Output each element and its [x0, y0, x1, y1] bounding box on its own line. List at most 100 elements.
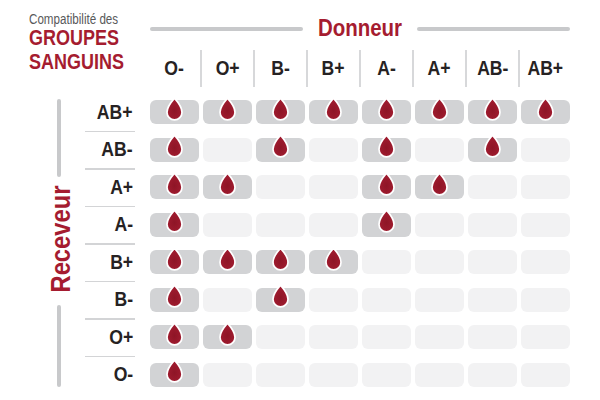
cell-incompatible	[203, 138, 252, 162]
blood-drop-icon	[271, 97, 290, 121]
cell-compatible	[150, 138, 199, 162]
header-separator	[518, 50, 520, 87]
header-separator	[412, 50, 414, 87]
cell-compatible	[468, 100, 517, 124]
cell-compatible	[362, 175, 411, 199]
blood-drop-icon	[165, 359, 184, 383]
cell-compatible	[256, 288, 305, 312]
header-separator	[200, 50, 202, 87]
cell-compatible	[309, 100, 358, 124]
cell-incompatible	[415, 250, 464, 274]
cell-incompatible	[468, 213, 517, 237]
cell-compatible	[150, 250, 199, 274]
header-separator	[465, 50, 467, 87]
receiver-row-label: O-	[0, 363, 133, 387]
cell-incompatible	[309, 175, 358, 199]
blood-drop-icon	[324, 97, 343, 121]
cell-incompatible	[468, 175, 517, 199]
donor-axis-label: Donneur	[271, 15, 449, 42]
blood-drop-icon	[377, 134, 396, 158]
cell-compatible	[362, 213, 411, 237]
cell-incompatible	[468, 325, 517, 349]
receiver-axis-line-top	[57, 99, 61, 177]
cell-compatible	[415, 100, 464, 124]
blood-drop-icon	[271, 134, 290, 158]
blood-drop-icon	[218, 172, 237, 196]
row-separator	[85, 168, 135, 170]
cell-compatible	[203, 175, 252, 199]
cell-compatible	[468, 138, 517, 162]
cell-compatible	[203, 250, 252, 274]
cell-incompatible	[521, 175, 570, 199]
cell-incompatible	[415, 325, 464, 349]
cell-incompatible	[256, 175, 305, 199]
cell-incompatible	[415, 363, 464, 387]
cell-incompatible	[203, 363, 252, 387]
blood-drop-icon	[271, 284, 290, 308]
cell-incompatible	[309, 213, 358, 237]
blood-drop-icon	[377, 172, 396, 196]
blood-drop-icon	[430, 97, 449, 121]
cell-incompatible	[521, 363, 570, 387]
cell-incompatible	[256, 325, 305, 349]
cell-incompatible	[415, 288, 464, 312]
cell-compatible	[203, 325, 252, 349]
cell-incompatible	[362, 250, 411, 274]
cell-compatible	[256, 100, 305, 124]
row-separator	[85, 318, 135, 320]
cell-incompatible	[203, 213, 252, 237]
receiver-axis-line-bottom	[57, 305, 61, 387]
header-separator	[253, 50, 255, 87]
donor-col-header: O+	[203, 53, 252, 83]
cell-compatible	[150, 213, 199, 237]
blood-drop-icon	[165, 97, 184, 121]
cell-compatible	[150, 175, 199, 199]
blood-drop-icon	[218, 247, 237, 271]
cell-incompatible	[521, 138, 570, 162]
blood-drop-icon	[377, 209, 396, 233]
cell-incompatible	[468, 288, 517, 312]
cell-compatible	[362, 138, 411, 162]
cell-compatible	[150, 288, 199, 312]
receiver-row-label: O+	[0, 325, 133, 349]
cell-incompatible	[415, 213, 464, 237]
row-separator	[85, 281, 135, 283]
cell-incompatible	[362, 288, 411, 312]
cell-compatible	[362, 100, 411, 124]
blood-drop-icon	[165, 134, 184, 158]
blood-drop-icon	[377, 97, 396, 121]
cell-incompatible	[468, 363, 517, 387]
row-separator	[85, 206, 135, 208]
cell-compatible	[521, 100, 570, 124]
cell-incompatible	[521, 288, 570, 312]
header-separator	[359, 50, 361, 87]
row-separator	[85, 131, 135, 133]
page-title-line2: SANGUINS	[29, 49, 124, 74]
row-separator	[85, 356, 135, 358]
donor-col-header: B+	[309, 53, 358, 83]
blood-drop-icon	[218, 322, 237, 346]
cell-incompatible	[468, 250, 517, 274]
cell-compatible	[309, 250, 358, 274]
blood-drop-icon	[165, 247, 184, 271]
blood-drop-icon	[483, 97, 502, 121]
cell-compatible	[150, 325, 199, 349]
cell-incompatible	[203, 288, 252, 312]
cell-incompatible	[362, 363, 411, 387]
cell-compatible	[256, 250, 305, 274]
donor-col-header: AB-	[468, 53, 517, 83]
receiver-row-label: AB+	[0, 100, 133, 124]
page-title-line1: GROUPES	[29, 25, 119, 50]
compatibility-grid	[150, 100, 570, 387]
blood-drop-icon	[483, 134, 502, 158]
cell-incompatible	[521, 250, 570, 274]
donor-col-header: A+	[415, 53, 464, 83]
cell-compatible	[150, 363, 199, 387]
row-separator	[85, 243, 135, 245]
donor-col-header: A-	[362, 53, 411, 83]
blood-drop-icon	[218, 97, 237, 121]
cell-incompatible	[521, 213, 570, 237]
donor-col-header: B-	[256, 53, 305, 83]
blood-compatibility-chart: Compatibilité des GROUPESSANGUINS Donneu…	[0, 0, 600, 400]
blood-drop-icon	[430, 172, 449, 196]
